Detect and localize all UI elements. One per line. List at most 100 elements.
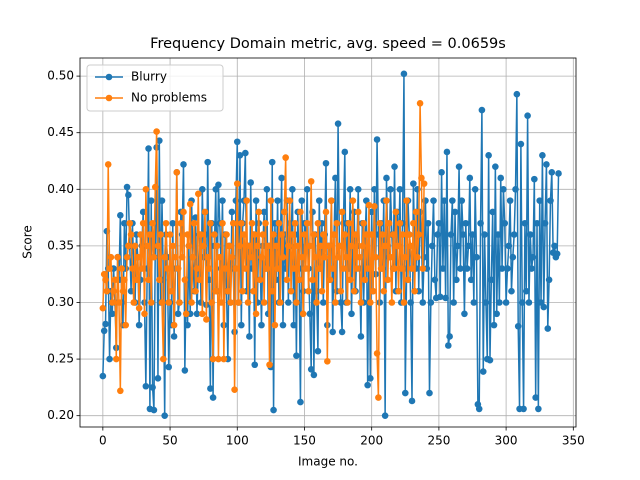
data-point [267, 197, 275, 204]
data-point [518, 299, 526, 306]
data-point [221, 265, 229, 272]
data-point [102, 320, 109, 328]
data-point [526, 231, 534, 238]
data-point [157, 231, 164, 238]
data-point [407, 299, 414, 306]
data-point [305, 287, 312, 295]
data-point [391, 265, 398, 272]
data-point [324, 358, 331, 365]
x-tick-label: 100 [226, 434, 249, 448]
data-point [443, 148, 451, 156]
y-tick-label: 0.30 [47, 295, 74, 309]
data-point [541, 219, 549, 227]
legend-marker [105, 73, 113, 81]
y-tick-label: 0.35 [47, 238, 74, 252]
data-point [387, 253, 394, 261]
data-point [486, 356, 494, 364]
data-point [514, 322, 522, 330]
data-point [310, 231, 318, 238]
data-point [301, 231, 308, 238]
data-point [442, 294, 449, 302]
data-point [392, 208, 400, 216]
data-point [194, 190, 202, 198]
data-point [407, 242, 414, 250]
data-point [454, 242, 462, 250]
legend-label: No problems [131, 91, 207, 105]
data-point [548, 169, 556, 176]
data-point [143, 242, 151, 250]
data-point [276, 299, 284, 306]
data-point [462, 219, 470, 227]
data-point [346, 276, 354, 284]
data-point [115, 299, 123, 306]
data-point [224, 287, 232, 295]
data-point [387, 186, 394, 193]
data-point [332, 174, 339, 182]
data-point [367, 375, 374, 382]
data-point [209, 355, 217, 363]
data-point [184, 321, 191, 329]
data-point [447, 231, 455, 238]
data-point [258, 321, 265, 329]
data-point [401, 389, 409, 397]
axes-frame [79, 57, 577, 428]
data-point [106, 265, 113, 272]
data-point [212, 287, 220, 295]
data-point [350, 287, 358, 295]
data-point [213, 242, 221, 250]
data-point [216, 253, 224, 261]
data-point [302, 265, 310, 272]
data-point [197, 231, 205, 238]
data-point [285, 299, 292, 306]
data-point [544, 325, 552, 332]
data-point [264, 242, 272, 250]
data-point [328, 197, 335, 204]
data-point [436, 293, 444, 301]
data-point [219, 219, 226, 227]
data-point [478, 106, 486, 114]
data-point [506, 197, 514, 204]
data-point [531, 175, 538, 183]
data-point [139, 219, 147, 227]
data-point [488, 276, 495, 284]
x-tick-label: 300 [495, 434, 518, 448]
data-point [410, 219, 417, 227]
data-point [307, 178, 315, 185]
data-point [250, 287, 257, 295]
data-point [211, 231, 218, 238]
data-point [251, 361, 259, 369]
data-point [314, 219, 322, 227]
data-point [439, 265, 447, 272]
data-point [121, 219, 128, 227]
data-point [162, 219, 170, 227]
data-point [192, 287, 199, 295]
x-tick-label: 350 [562, 434, 585, 448]
data-point [153, 128, 160, 135]
data-point [408, 265, 416, 272]
data-point [490, 321, 498, 329]
y-tick-label: 0.25 [47, 352, 74, 366]
data-point [260, 299, 268, 306]
data-point [482, 299, 490, 306]
data-point [135, 304, 143, 312]
data-point [129, 265, 136, 272]
data-point [440, 197, 448, 204]
data-point [201, 208, 209, 216]
data-point [406, 231, 413, 238]
data-point [334, 120, 342, 127]
data-point [469, 231, 476, 238]
data-point [319, 299, 327, 306]
data-point [147, 299, 155, 306]
data-point [384, 276, 392, 284]
y-tick-label: 0.20 [47, 408, 74, 422]
data-point [243, 197, 250, 204]
data-point [430, 197, 437, 204]
data-point [185, 242, 193, 250]
data-point [278, 231, 285, 238]
data-point [391, 163, 398, 170]
data-point [126, 219, 134, 227]
data-point [174, 265, 182, 272]
data-point [333, 219, 341, 227]
data-point [100, 270, 108, 278]
